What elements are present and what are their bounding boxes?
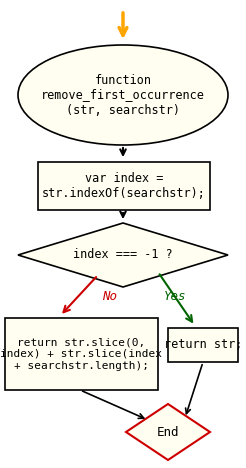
Text: return str;: return str;: [164, 338, 242, 351]
Text: End: End: [157, 425, 179, 439]
Polygon shape: [18, 223, 228, 287]
Bar: [38, 162, 210, 210]
Polygon shape: [126, 404, 210, 460]
Text: No: No: [103, 290, 118, 302]
Text: Yes: Yes: [164, 290, 186, 302]
Ellipse shape: [18, 45, 228, 145]
Bar: [5, 318, 158, 390]
Text: index === -1 ?: index === -1 ?: [73, 249, 173, 262]
Text: return str.slice(0,
index) + str.slice(index
+ searchstr.length);: return str.slice(0, index) + str.slice(i…: [0, 337, 163, 371]
Bar: [168, 328, 238, 362]
Text: function
remove_first_occurrence
(str, searchstr): function remove_first_occurrence (str, s…: [41, 73, 205, 117]
Text: var index =
str.indexOf(searchstr);: var index = str.indexOf(searchstr);: [42, 172, 206, 200]
